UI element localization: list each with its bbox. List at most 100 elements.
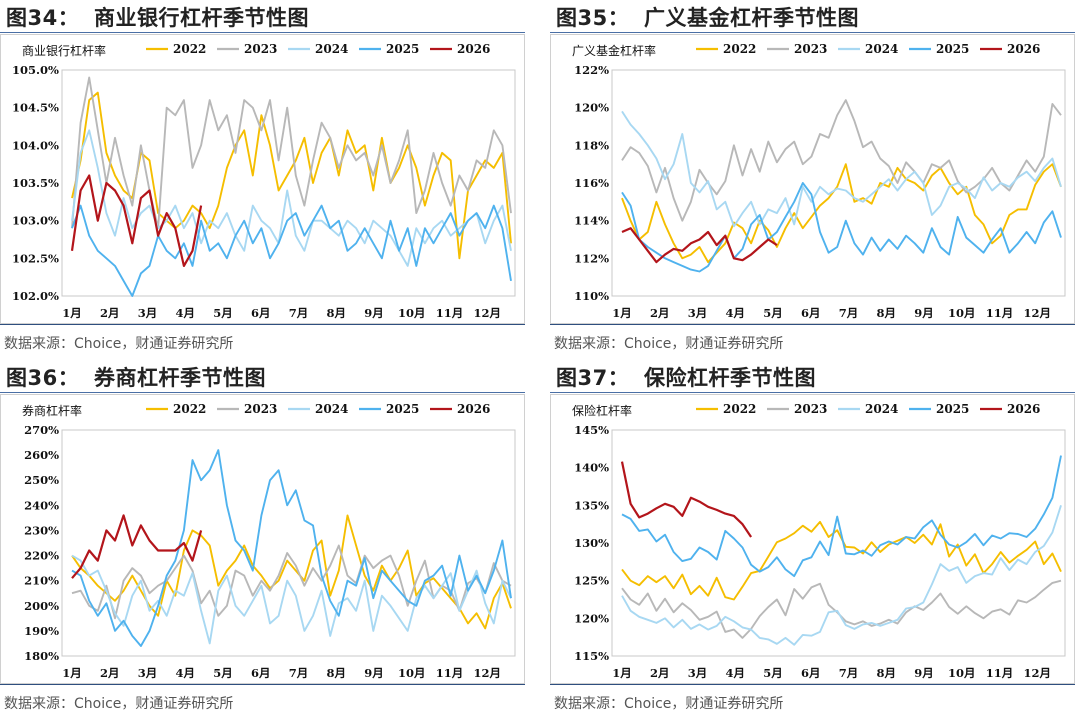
x-tick-label: 9月 — [914, 666, 934, 680]
y-tick-label: 260% — [24, 448, 59, 462]
x-tick-label: 10月 — [398, 306, 426, 320]
y-tick-label: 112% — [574, 251, 609, 265]
legend-label-2025: 2025 — [936, 402, 969, 416]
x-tick-label: 10月 — [398, 666, 426, 680]
x-tick-label: 8月 — [326, 306, 346, 320]
x-tick-label: 1月 — [612, 306, 632, 320]
chart-broad-fund-leverage: 广义基金杠杆率 2022 2023 2024 2025 2026 110% 112% 114% 1… — [550, 34, 1075, 324]
y-tick-label: 190% — [24, 624, 59, 638]
x-tick-label: 9月 — [364, 666, 384, 680]
x-tick-label: 1月 — [62, 666, 82, 680]
y-tick-label: 200% — [24, 599, 59, 613]
legend-label-2022: 2022 — [723, 42, 756, 56]
x-tick-label: 12月 — [473, 306, 501, 320]
x-tick-label: 3月 — [138, 306, 158, 320]
y-tick-label: 114% — [574, 214, 609, 228]
title-divider — [550, 392, 1075, 393]
x-tick-label: 5月 — [213, 306, 233, 320]
figure-title: 图36： 券商杠杆季节性图 — [6, 362, 266, 392]
x-tick-label: 1月 — [612, 666, 632, 680]
series-line-2024 — [621, 110, 1062, 228]
x-tick-label: 10月 — [948, 306, 976, 320]
x-tick-label: 2月 — [100, 666, 120, 680]
y-tick-label: 122% — [574, 63, 609, 77]
series-line-2026 — [70, 174, 203, 267]
figure-title-text: 商业银行杠杆季节性图 — [94, 6, 309, 30]
legend-label-2022: 2022 — [173, 402, 206, 416]
x-tick-label: 6月 — [251, 666, 271, 680]
x-tick-label: 3月 — [688, 666, 708, 680]
y-tick-label: 104.0% — [12, 138, 59, 152]
y-tick-label: 103.0% — [12, 214, 59, 228]
series-line-2023 — [71, 76, 512, 230]
x-tick-label: 2月 — [650, 666, 670, 680]
x-tick-label: 1月 — [62, 306, 82, 320]
y-tick-label: 118% — [574, 138, 609, 152]
x-tick-label: 5月 — [213, 666, 233, 680]
legend-label-2026: 2026 — [457, 402, 490, 416]
y-axis-title: 券商杠杆率 — [22, 403, 82, 418]
y-tick-label: 115% — [574, 649, 609, 663]
x-tick-label: 2月 — [100, 306, 120, 320]
x-tick-label: 6月 — [801, 666, 821, 680]
title-divider — [550, 32, 1075, 33]
y-tick-label: 102.0% — [12, 289, 59, 303]
chart-commercial-bank-leverage: 商业银行杠杆率 2022 2023 2024 2025 2026 102.0% 102.5% 1… — [0, 34, 525, 324]
figure-number: 图34： — [6, 6, 80, 30]
title-divider — [0, 32, 525, 33]
x-tick-label: 7月 — [839, 306, 859, 320]
y-tick-label: 210% — [24, 574, 59, 588]
series-line-2023 — [621, 99, 1062, 222]
x-tick-label: 5月 — [763, 306, 783, 320]
panel-fig35: 图35： 广义基金杠杆季节性图 广义基金杠杆率 2022 2023 2024 2025 20… — [550, 0, 1080, 358]
series-line-2025 — [621, 182, 1062, 273]
panel-fig37: 图37： 保险杠杆季节性图 保险杠杆率 2022 2023 2024 2025 2026 11… — [550, 360, 1080, 718]
series-line-2025 — [71, 449, 512, 647]
legend-label-2024: 2024 — [315, 402, 348, 416]
legend-label-2023: 2023 — [244, 42, 277, 56]
legend-label-2025: 2025 — [386, 402, 419, 416]
y-tick-label: 102.5% — [12, 251, 59, 265]
legend-label-2026: 2026 — [457, 42, 490, 56]
x-tick-label: 5月 — [763, 666, 783, 680]
y-tick-label: 130% — [574, 536, 609, 550]
x-tick-label: 11月 — [436, 306, 464, 320]
x-tick-label: 4月 — [175, 666, 195, 680]
data-source: 数据来源：Choice，财通证券研究所 — [554, 336, 784, 352]
x-tick-label: 9月 — [914, 306, 934, 320]
y-tick-label: 250% — [24, 473, 59, 487]
x-tick-label: 11月 — [986, 306, 1014, 320]
legend-label-2022: 2022 — [173, 42, 206, 56]
legend-label-2024: 2024 — [865, 402, 898, 416]
source-divider — [0, 684, 525, 685]
series-line-2025 — [71, 204, 512, 297]
x-tick-label: 6月 — [251, 306, 271, 320]
y-tick-label: 270% — [24, 423, 59, 437]
x-tick-label: 12月 — [473, 666, 501, 680]
legend-label-2025: 2025 — [386, 42, 419, 56]
legend-label-2026: 2026 — [1007, 402, 1040, 416]
series-line-2024 — [71, 554, 512, 645]
figure-title-text: 券商杠杆季节性图 — [94, 366, 266, 390]
plot-area — [611, 429, 1066, 657]
source-divider — [550, 684, 1075, 685]
title-divider — [0, 392, 525, 393]
x-tick-label: 8月 — [326, 666, 346, 680]
x-tick-label: 7月 — [289, 666, 309, 680]
x-tick-label: 7月 — [289, 306, 309, 320]
legend-label-2023: 2023 — [244, 402, 277, 416]
y-tick-label: 120% — [574, 611, 609, 625]
figure-title: 图34： 商业银行杠杆季节性图 — [6, 2, 309, 32]
plot-area — [61, 429, 516, 657]
x-tick-label: 4月 — [175, 306, 195, 320]
x-tick-label: 6月 — [801, 306, 821, 320]
data-source: 数据来源：Choice，财通证券研究所 — [554, 696, 784, 712]
series-line-2025 — [621, 455, 1062, 578]
x-tick-label: 11月 — [986, 666, 1014, 680]
y-tick-label: 230% — [24, 523, 59, 537]
y-tick-label: 240% — [24, 498, 59, 512]
legend-label-2023: 2023 — [794, 402, 827, 416]
legend-label-2024: 2024 — [315, 42, 348, 56]
y-tick-label: 104.5% — [12, 101, 59, 115]
y-axis-title: 保险杠杆率 — [572, 403, 632, 418]
